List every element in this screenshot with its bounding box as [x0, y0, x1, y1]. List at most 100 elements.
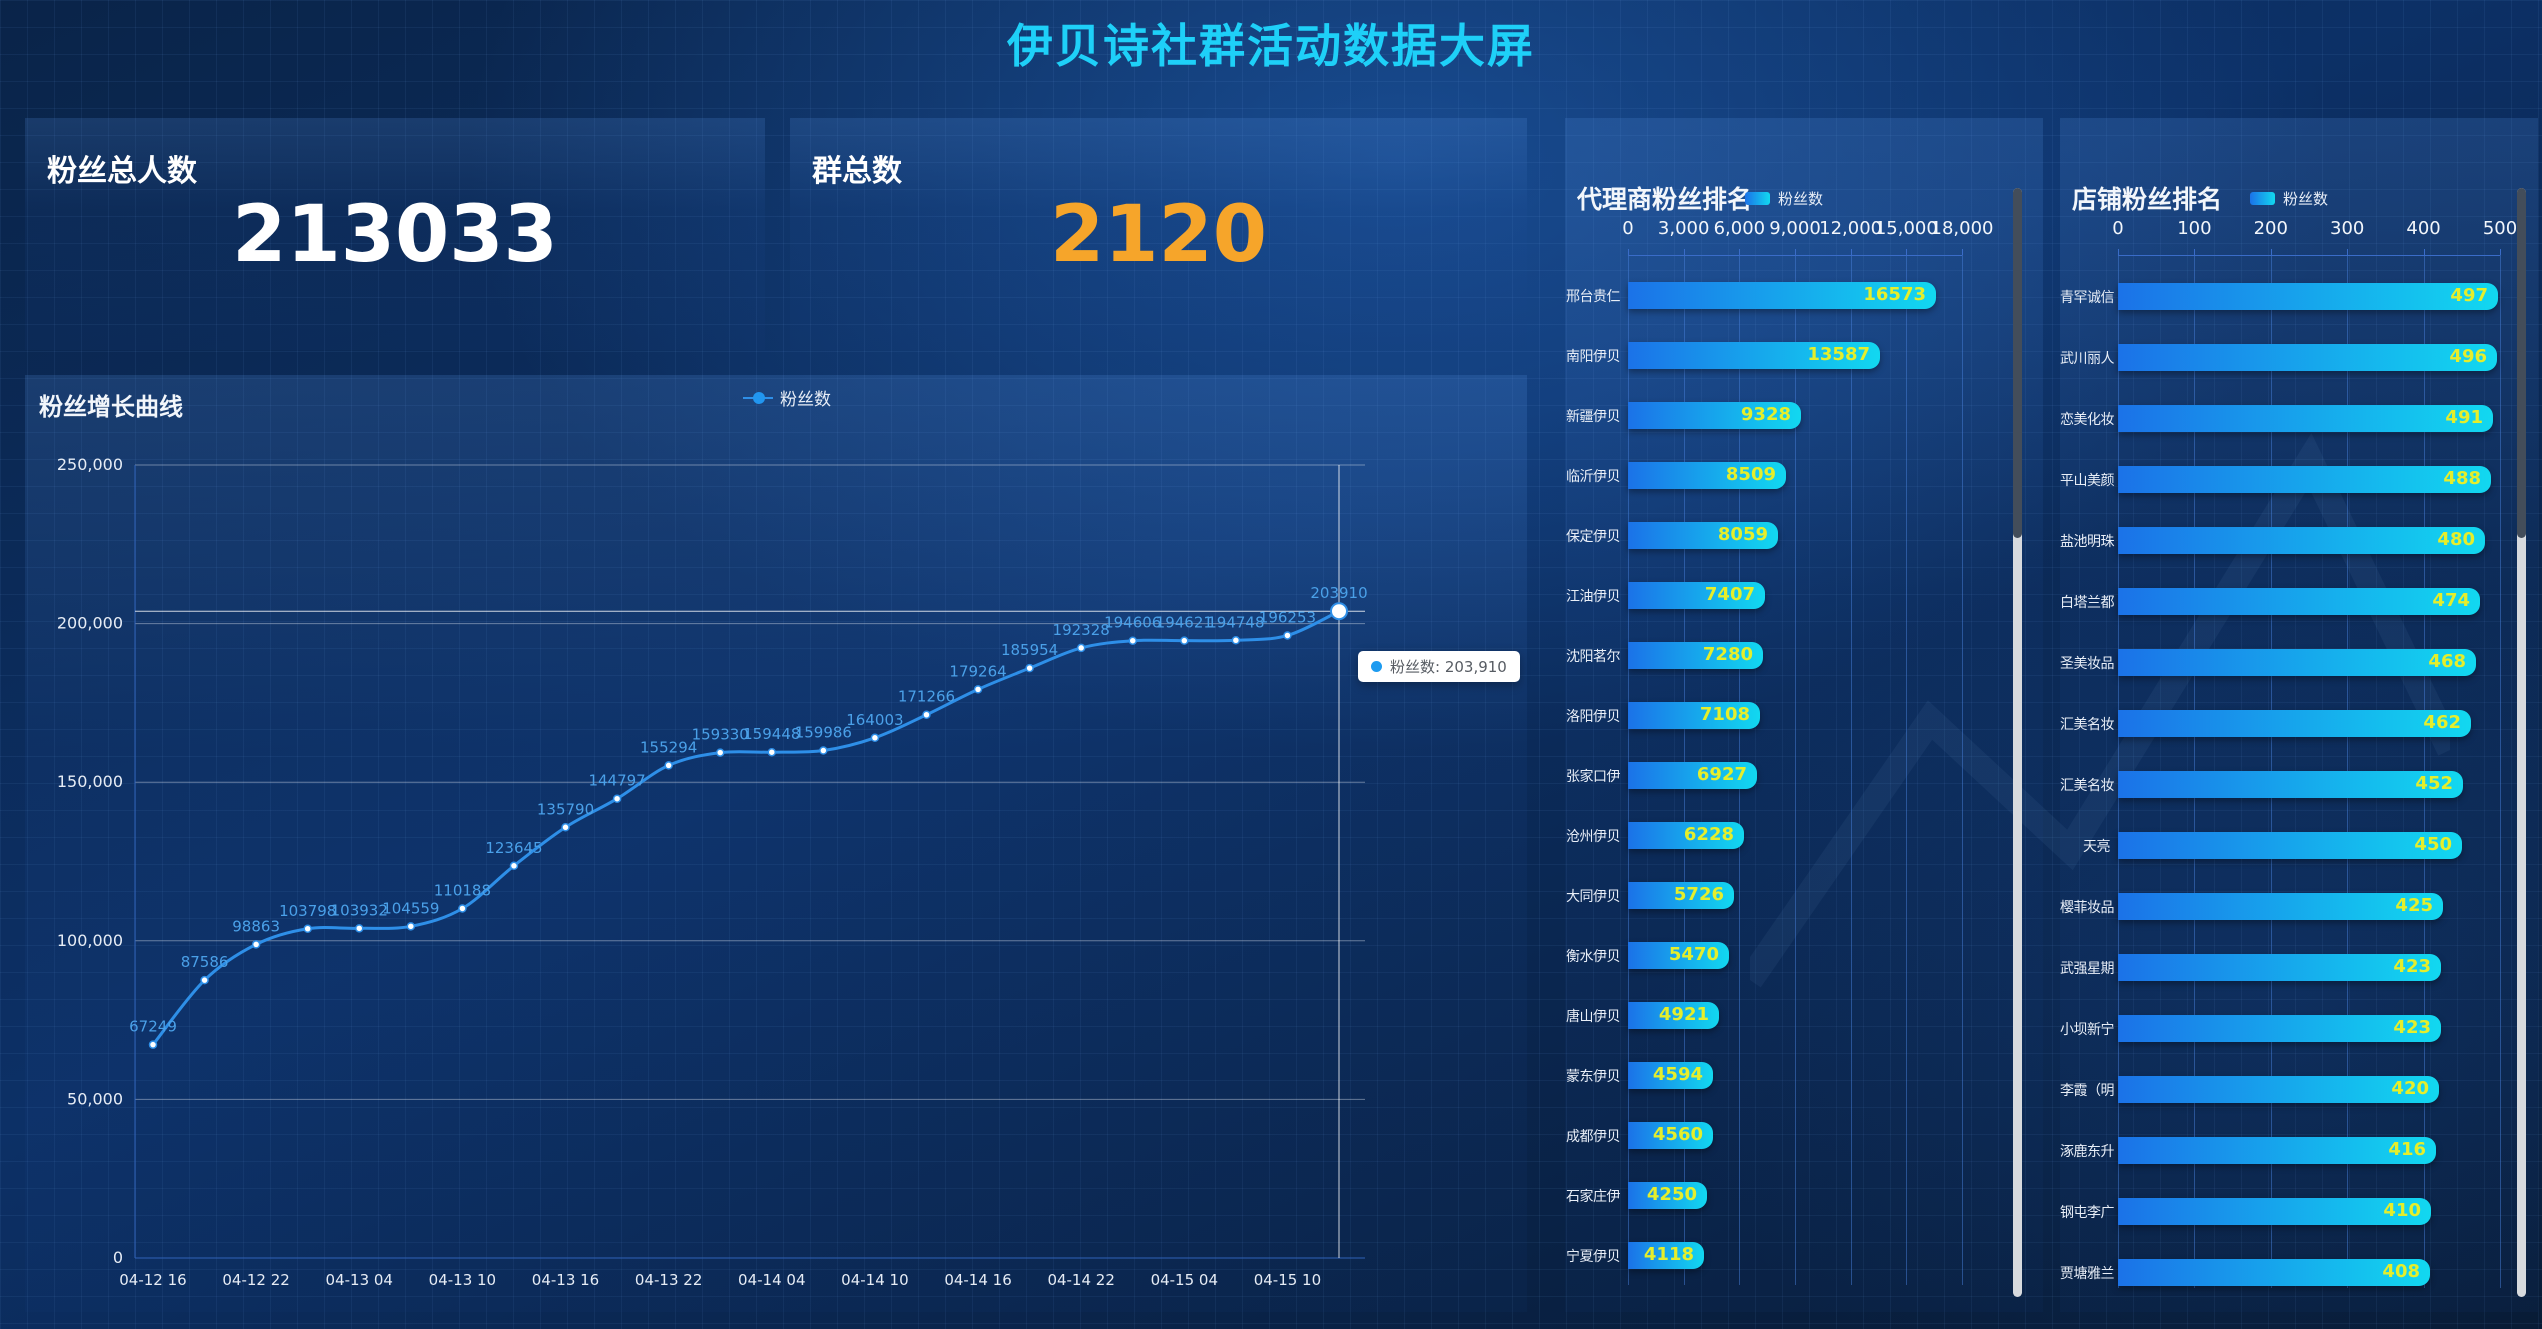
bar[interactable]: 423 — [2118, 954, 2441, 981]
bar-value-label: 7108 — [1699, 704, 1750, 725]
data-point[interactable] — [148, 1040, 158, 1049]
axis-tick — [2270, 249, 2272, 255]
bar[interactable]: 4118 — [1628, 1242, 1704, 1269]
store-ranking-legend[interactable]: 粉丝数 — [2250, 188, 2328, 209]
bar[interactable]: 7407 — [1628, 582, 1765, 609]
bar[interactable]: 8509 — [1628, 462, 1786, 489]
scrollbar-track[interactable] — [2013, 188, 2022, 1297]
bar[interactable]: 474 — [2118, 588, 2480, 615]
agent-ranking-panel: 代理商粉丝排名 粉丝数 0 3,000 6,000 9,000 12,000 15,000… — [1565, 118, 2043, 1312]
bar[interactable]: 425 — [2118, 893, 2443, 920]
data-point-label: 155294 — [640, 738, 697, 756]
bar-category-label: 南阳伊贝 — [1566, 349, 1621, 365]
bar-row: 保定伊贝 8059 — [1565, 522, 2043, 549]
bar-row: 汇美名妆 452 — [2060, 771, 2538, 798]
data-point[interactable] — [922, 710, 931, 719]
bar-row: 南阳伊贝 13587 — [1565, 342, 2043, 369]
data-point[interactable] — [819, 746, 828, 755]
page-title: 伊贝诗社群活动数据大屏 — [1007, 19, 1535, 73]
bar[interactable]: 488 — [2118, 466, 2491, 493]
x-axis — [2118, 255, 2500, 256]
data-point[interactable] — [715, 748, 725, 757]
fans-total-label: 粉丝总人数 — [47, 154, 197, 189]
x-tick-label: 04-12 22 — [222, 1271, 289, 1289]
data-point[interactable] — [561, 823, 570, 832]
bar[interactable]: 410 — [2118, 1198, 2431, 1225]
data-point[interactable] — [1231, 636, 1241, 645]
bar-row: 钢屯李广 410 — [2060, 1198, 2538, 1225]
bar[interactable]: 5726 — [1628, 882, 1734, 909]
bar[interactable]: 420 — [2118, 1076, 2439, 1103]
bar[interactable]: 497 — [2118, 283, 2498, 310]
bar[interactable]: 9328 — [1628, 402, 1801, 429]
bar-category-label: 白塔兰都 — [2060, 595, 2115, 611]
data-point[interactable] — [1025, 663, 1034, 673]
highlighted-data-point[interactable] — [1330, 602, 1348, 621]
bar[interactable]: 452 — [2118, 771, 2463, 798]
bar[interactable]: 16573 — [1628, 282, 1936, 309]
bar-row: 蒙东伊贝 4594 — [1565, 1062, 2043, 1089]
bar[interactable]: 408 — [2118, 1259, 2430, 1286]
bar-category-label: 汇美名妆 — [2060, 717, 2115, 733]
data-point[interactable] — [664, 761, 673, 770]
bar[interactable]: 4560 — [1628, 1122, 1713, 1149]
bar[interactable]: 496 — [2118, 344, 2497, 371]
agent-ranking-legend[interactable]: 粉丝数 — [1745, 188, 1823, 209]
data-point[interactable] — [509, 861, 519, 871]
bar[interactable]: 7280 — [1628, 642, 1763, 669]
x-tick-label: 04-14 22 — [1047, 1271, 1114, 1289]
scrollbar-thumb[interactable] — [2517, 188, 2526, 538]
data-point[interactable] — [1076, 643, 1086, 653]
data-point[interactable] — [1180, 636, 1189, 645]
data-point-label: 67249 — [129, 1018, 177, 1036]
data-point[interactable] — [303, 924, 312, 934]
bar-value-label: 425 — [2395, 895, 2433, 916]
bar[interactable]: 7108 — [1628, 702, 1760, 729]
data-point[interactable] — [251, 940, 261, 949]
bar[interactable]: 6228 — [1628, 822, 1744, 849]
data-point[interactable] — [355, 924, 364, 933]
bar[interactable]: 450 — [2118, 832, 2462, 859]
bar[interactable]: 8059 — [1628, 522, 1778, 549]
data-point[interactable] — [973, 685, 983, 694]
data-point-label: 194748 — [1207, 613, 1264, 631]
bar-category-label: 涿鹿东升 — [2060, 1144, 2115, 1160]
bar[interactable]: 4921 — [1628, 1002, 1719, 1029]
bar[interactable]: 491 — [2118, 405, 2493, 432]
bar[interactable]: 4250 — [1628, 1182, 1707, 1209]
scrollbar-track[interactable] — [2517, 188, 2526, 1297]
bar[interactable]: 6927 — [1628, 762, 1757, 789]
scrollbar-thumb[interactable] — [2013, 188, 2022, 538]
fans-growth-title: 粉丝增长曲线 — [39, 393, 183, 421]
data-point[interactable] — [870, 733, 880, 743]
bar[interactable]: 13587 — [1628, 342, 1880, 369]
bar[interactable]: 4594 — [1628, 1062, 1713, 1089]
fans-growth-chart[interactable]: 0 50,000 100,000 150,000 200,000 250,000 04-12… — [25, 375, 1527, 1312]
bar[interactable]: 480 — [2118, 527, 2485, 554]
data-point[interactable] — [458, 904, 467, 913]
bar[interactable]: 468 — [2118, 649, 2476, 676]
bar[interactable]: 416 — [2118, 1137, 2436, 1164]
data-point[interactable] — [406, 922, 416, 931]
axis-tick-label: 18,000 — [1930, 218, 1994, 239]
data-point[interactable] — [1283, 631, 1292, 640]
fans-growth-legend[interactable]: 粉丝数 — [743, 385, 831, 410]
bar-row: 沈阳茗尔 7280 — [1565, 642, 2043, 669]
data-point[interactable] — [1128, 636, 1137, 645]
bar-legend-swatch-icon — [1745, 192, 1770, 205]
data-point-label: 103932 — [331, 901, 388, 919]
bar[interactable]: 462 — [2118, 710, 2471, 737]
data-point[interactable] — [767, 747, 777, 757]
bar-value-label: 4560 — [1652, 1124, 1703, 1145]
bar-value-label: 452 — [2415, 773, 2453, 794]
y-tick-label: 100,000 — [57, 931, 123, 950]
bar[interactable]: 5470 — [1628, 942, 1729, 969]
data-point[interactable] — [612, 794, 622, 803]
bar-row: 邢台贵仁 16573 — [1565, 282, 2043, 309]
bar-value-label: 7280 — [1702, 644, 1753, 665]
bar[interactable]: 423 — [2118, 1015, 2441, 1042]
axis-tick-label: 6,000 — [1713, 218, 1766, 239]
data-point[interactable] — [200, 975, 209, 985]
bar-row: 成都伊贝 4560 — [1565, 1122, 2043, 1149]
bar-category-label: 钢屯李广 — [2060, 1205, 2115, 1221]
